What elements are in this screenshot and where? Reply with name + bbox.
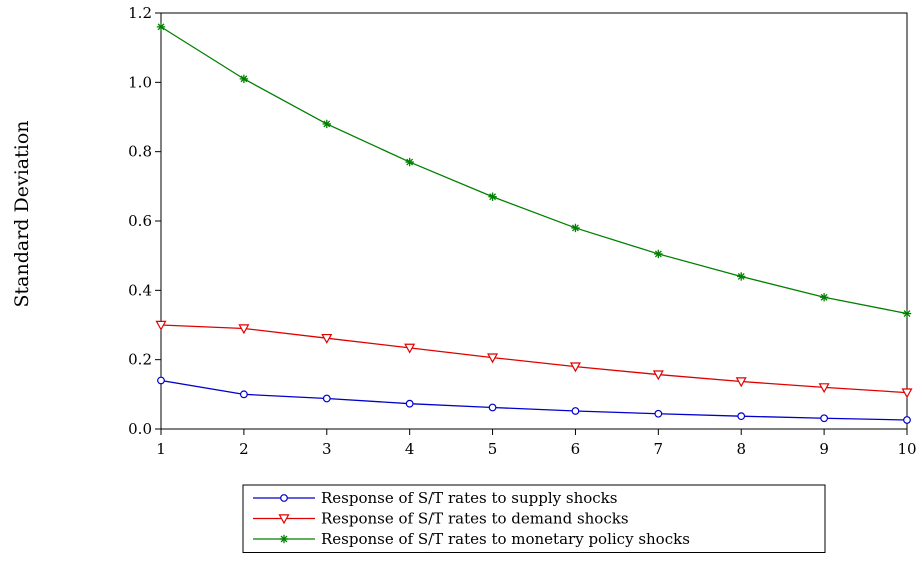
legend-entry-1: Response of S/T rates to supply shocks (253, 489, 617, 507)
series-line (160, 26, 908, 315)
data-point-circle (157, 376, 165, 385)
y-tick-label: 0.6 (128, 212, 152, 230)
data-point-triangle (487, 353, 499, 364)
data-point-asterisk (156, 22, 166, 32)
series-line (160, 324, 908, 394)
data-point-triangle (155, 320, 167, 331)
data-point-asterisk (405, 157, 414, 167)
data-point-circle (239, 390, 248, 399)
data-point-circle (322, 394, 331, 403)
data-point-triangle (321, 333, 333, 344)
data-point-circle (280, 494, 288, 502)
data-point-triangle (818, 383, 830, 394)
data-point-triangle (652, 370, 664, 381)
data-point-circle (405, 399, 414, 408)
y-tick-label: 0.8 (128, 143, 152, 161)
asterisk-stroke (406, 158, 414, 166)
plot-frame (160, 12, 908, 430)
y-tick-label: 1.2 (128, 4, 152, 22)
y-tick-label: 0.2 (128, 351, 152, 369)
x-tick-label: 4 (405, 440, 415, 458)
legend-label: Response of S/T rates to supply shocks (321, 489, 617, 507)
x-tick-label: 3 (322, 440, 332, 458)
data-point-triangle (901, 388, 913, 399)
asterisk-stroke (489, 193, 496, 201)
data-point-triangle (278, 514, 290, 525)
asterisk-stroke (280, 535, 288, 543)
asterisk-stroke (903, 310, 911, 317)
legend-entry-3: Response of S/T rates to monetary policy… (253, 530, 690, 548)
x-tick-label: 9 (819, 440, 829, 458)
asterisk-stroke (820, 293, 828, 301)
data-point-asterisk (239, 74, 249, 84)
asterisk-stroke (323, 120, 331, 128)
data-point-asterisk (902, 309, 912, 318)
data-point-asterisk (279, 534, 289, 544)
y-axis-title: Standard Deviation (11, 121, 33, 308)
data-point-asterisk (737, 272, 746, 281)
asterisk-stroke (654, 250, 662, 258)
x-tick-label: 1 (156, 440, 166, 458)
data-point-circle (820, 414, 829, 423)
y-tick-label: 1.0 (128, 73, 152, 91)
x-tick-label: 2 (239, 440, 249, 458)
series-2 (155, 320, 913, 399)
legend-label: Response of S/T rates to demand shocks (321, 510, 629, 528)
data-point-asterisk (819, 293, 829, 302)
asterisk-stroke (240, 75, 248, 83)
x-tick-label: 5 (488, 440, 498, 458)
x-tick-label: 8 (736, 440, 746, 458)
data-point-circle (488, 403, 497, 412)
asterisk-stroke (737, 273, 745, 280)
asterisk-stroke (572, 224, 579, 232)
x-tick-label: 6 (571, 440, 581, 458)
data-point-asterisk (322, 119, 331, 129)
legend: Response of S/T rates to supply shocks Re… (242, 484, 826, 553)
data-point-circle (571, 407, 580, 415)
data-point-triangle (238, 324, 250, 335)
asterisk-stroke (157, 23, 165, 31)
legend-entry-2: Response of S/T rates to demand shocks (253, 510, 629, 528)
x-tick-label: 10 (897, 440, 916, 458)
axes: 0.0 0.2 0.4 0.6 0.8 1.0 1.2 1 2 3 4 5 6 7 8 9 10 (128, 4, 916, 458)
data-point-circle (737, 412, 746, 421)
data-point-circle (654, 409, 663, 418)
series-layer (155, 22, 913, 424)
data-point-triangle (569, 362, 581, 373)
y-tick-label: 0.0 (128, 420, 152, 438)
data-point-circle (903, 416, 911, 424)
legend-box (242, 484, 826, 553)
data-point-asterisk (488, 192, 497, 201)
series-line (160, 379, 908, 421)
series-3 (156, 22, 912, 318)
x-tick-label: 7 (654, 440, 664, 458)
data-point-triangle (404, 343, 416, 354)
y-tick-label: 0.4 (128, 281, 152, 299)
data-point-triangle (735, 377, 747, 388)
series-1 (157, 376, 911, 424)
legend-label: Response of S/T rates to monetary policy… (321, 530, 690, 548)
data-point-asterisk (571, 223, 580, 233)
data-point-asterisk (654, 249, 663, 259)
